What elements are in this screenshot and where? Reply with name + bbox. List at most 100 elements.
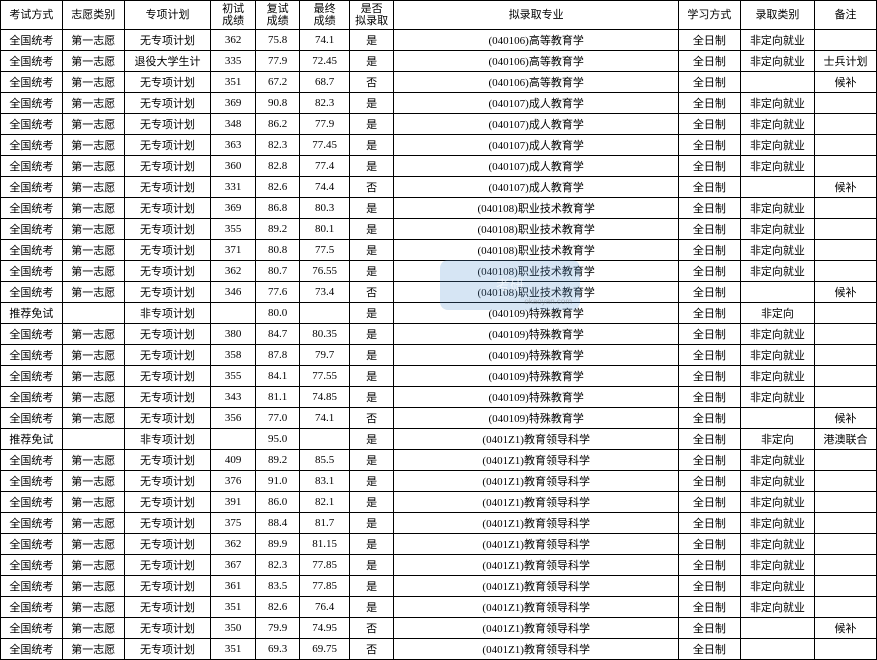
cell-study_mode: 全日制: [678, 198, 740, 219]
cell-score3: 77.55: [300, 366, 349, 387]
cell-major: (040106)高等教育学: [394, 72, 679, 93]
table-row: 全国统考第一志愿无专项计划35182.676.4是(0401Z1)教育领导科学全…: [1, 597, 877, 618]
cell-admit_type: 非定向就业: [740, 198, 814, 219]
cell-wish_type: 第一志愿: [62, 618, 124, 639]
cell-exam_type: 全国统考: [1, 513, 63, 534]
cell-score3: 72.45: [300, 51, 349, 72]
cell-score3: 79.7: [300, 345, 349, 366]
table-row: 全国统考第一志愿无专项计划37588.481.7是(0401Z1)教育领导科学全…: [1, 513, 877, 534]
cell-exam_type: 全国统考: [1, 387, 63, 408]
cell-wish_type: 第一志愿: [62, 93, 124, 114]
cell-exam_type: 全国统考: [1, 408, 63, 429]
cell-wish_type: 第一志愿: [62, 51, 124, 72]
cell-wish_type: 第一志愿: [62, 282, 124, 303]
cell-major: (0401Z1)教育领导科学: [394, 597, 679, 618]
cell-major: (040109)特殊教育学: [394, 345, 679, 366]
cell-score2: 84.7: [255, 324, 300, 345]
table-row: 全国统考第一志愿无专项计划35589.280.1是(040108)职业技术教育学…: [1, 219, 877, 240]
cell-special_plan: 无专项计划: [124, 492, 211, 513]
cell-admit: 是: [349, 135, 394, 156]
cell-major: (040107)成人教育学: [394, 177, 679, 198]
cell-exam_type: 全国统考: [1, 72, 63, 93]
cell-score2: 95.0: [255, 429, 300, 450]
table-row: 全国统考第一志愿无专项计划35167.268.7否(040106)高等教育学全日…: [1, 72, 877, 93]
table-row: 推荐免试非专项计划95.0是(0401Z1)教育领导科学全日制非定向港澳联合: [1, 429, 877, 450]
table-row: 全国统考第一志愿无专项计划37691.083.1是(0401Z1)教育领导科学全…: [1, 471, 877, 492]
cell-special_plan: 无专项计划: [124, 114, 211, 135]
cell-score1: 371: [211, 240, 256, 261]
cell-admit_type: 非定向就业: [740, 387, 814, 408]
cell-admit: 是: [349, 366, 394, 387]
cell-score3: 68.7: [300, 72, 349, 93]
cell-exam_type: 全国统考: [1, 198, 63, 219]
cell-score2: 88.4: [255, 513, 300, 534]
cell-wish_type: 第一志愿: [62, 198, 124, 219]
cell-remark: [815, 471, 877, 492]
cell-special_plan: 非专项计划: [124, 429, 211, 450]
cell-major: (040106)高等教育学: [394, 51, 679, 72]
cell-admit_type: 非定向就业: [740, 240, 814, 261]
cell-admit: 是: [349, 492, 394, 513]
cell-special_plan: 无专项计划: [124, 177, 211, 198]
cell-special_plan: 无专项计划: [124, 72, 211, 93]
cell-study_mode: 全日制: [678, 534, 740, 555]
cell-major: (0401Z1)教育领导科学: [394, 492, 679, 513]
cell-wish_type: 第一志愿: [62, 324, 124, 345]
cell-study_mode: 全日制: [678, 471, 740, 492]
col-remark: 备注: [815, 1, 877, 30]
cell-study_mode: 全日制: [678, 513, 740, 534]
table-row: 推荐免试非专项计划80.0是(040109)特殊教育学全日制非定向: [1, 303, 877, 324]
cell-score2: 80.0: [255, 303, 300, 324]
cell-score2: 89.2: [255, 219, 300, 240]
cell-admit_type: 非定向就业: [740, 93, 814, 114]
table-row: 全国统考第一志愿无专项计划35079.974.95否(0401Z1)教育领导科学…: [1, 618, 877, 639]
cell-exam_type: 全国统考: [1, 282, 63, 303]
cell-score2: 77.9: [255, 51, 300, 72]
cell-score1: 348: [211, 114, 256, 135]
col-score3: 最终成绩: [300, 1, 349, 30]
cell-special_plan: 无专项计划: [124, 408, 211, 429]
cell-score1: 361: [211, 576, 256, 597]
cell-score2: 82.6: [255, 597, 300, 618]
cell-score3: 76.4: [300, 597, 349, 618]
cell-remark: [815, 114, 877, 135]
cell-special_plan: 无专项计划: [124, 513, 211, 534]
cell-admit_type: 非定向就业: [740, 492, 814, 513]
cell-admit_type: [740, 408, 814, 429]
cell-study_mode: 全日制: [678, 72, 740, 93]
cell-score3: 82.1: [300, 492, 349, 513]
table-row: 全国统考第一志愿无专项计划34677.673.4否(040108)职业技术教育学…: [1, 282, 877, 303]
table-row: 全国统考第一志愿无专项计划39186.082.1是(0401Z1)教育领导科学全…: [1, 492, 877, 513]
cell-study_mode: 全日制: [678, 324, 740, 345]
cell-score3: 85.5: [300, 450, 349, 471]
cell-special_plan: 无专项计划: [124, 240, 211, 261]
cell-study_mode: 全日制: [678, 387, 740, 408]
cell-score1: 375: [211, 513, 256, 534]
cell-admit: 是: [349, 471, 394, 492]
cell-remark: 候补: [815, 72, 877, 93]
cell-exam_type: 全国统考: [1, 534, 63, 555]
cell-wish_type: [62, 429, 124, 450]
cell-score3: 74.1: [300, 408, 349, 429]
cell-score2: 86.8: [255, 198, 300, 219]
cell-admit: 是: [349, 156, 394, 177]
cell-major: (0401Z1)教育领导科学: [394, 450, 679, 471]
cell-score2: 84.1: [255, 366, 300, 387]
cell-score3: 80.1: [300, 219, 349, 240]
cell-wish_type: 第一志愿: [62, 450, 124, 471]
cell-score3: 74.1: [300, 30, 349, 51]
cell-admit_type: 非定向就业: [740, 114, 814, 135]
cell-special_plan: 无专项计划: [124, 261, 211, 282]
cell-score2: 82.3: [255, 555, 300, 576]
cell-study_mode: 全日制: [678, 240, 740, 261]
cell-study_mode: 全日制: [678, 303, 740, 324]
cell-wish_type: 第一志愿: [62, 30, 124, 51]
cell-admit: 是: [349, 261, 394, 282]
cell-admit: 否: [349, 408, 394, 429]
cell-score1: [211, 303, 256, 324]
table-row: 全国统考第一志愿无专项计划36382.377.45是(040107)成人教育学全…: [1, 135, 877, 156]
cell-admit_type: 非定向就业: [740, 366, 814, 387]
cell-admit_type: [740, 177, 814, 198]
cell-study_mode: 全日制: [678, 114, 740, 135]
cell-admit: 是: [349, 345, 394, 366]
